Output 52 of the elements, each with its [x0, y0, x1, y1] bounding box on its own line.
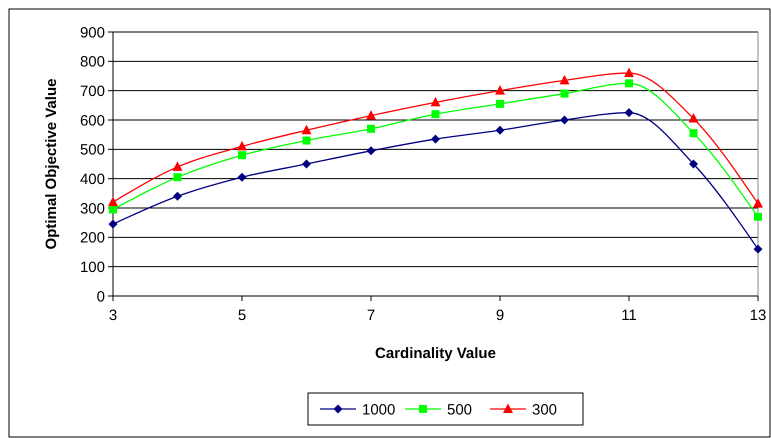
y-tick-label: 800: [80, 54, 105, 71]
point: [238, 151, 246, 160]
y-tick-label: 600: [80, 112, 105, 130]
point: [689, 160, 698, 168]
point: [302, 124, 312, 134]
point: [496, 100, 504, 108]
point: [754, 244, 762, 254]
y-tick-label: 400: [80, 170, 105, 188]
y-axis-title: Optimal Objective Value: [43, 78, 60, 250]
point: [624, 68, 634, 78]
point: [431, 134, 440, 144]
x-tick-label: 3: [108, 307, 118, 324]
point: [367, 124, 375, 133]
legend-label: 300: [532, 401, 558, 418]
y-tick-label: 900: [80, 24, 105, 42]
point: [690, 129, 698, 138]
point: [302, 136, 310, 145]
legend-label: 500: [447, 401, 472, 418]
x-tick-label: 13: [750, 307, 766, 324]
point: [108, 220, 118, 229]
x-tick-label: 9: [496, 307, 504, 324]
y-tick-label: 0: [96, 288, 105, 306]
point: [173, 192, 182, 201]
y-tick-label: 200: [80, 230, 105, 247]
y-tick-label: 500: [80, 142, 105, 159]
point: [366, 110, 376, 120]
point: [625, 79, 633, 88]
point: [237, 140, 247, 150]
point: [496, 126, 504, 135]
point: [430, 96, 440, 106]
point: [366, 146, 376, 156]
point: [560, 116, 569, 124]
y-tick-label: 300: [80, 200, 105, 218]
point: [302, 160, 311, 168]
point: [172, 161, 182, 171]
point: [753, 198, 763, 208]
point: [432, 110, 440, 118]
point: [560, 90, 568, 98]
y-tick-label: 700: [80, 82, 105, 100]
x-tick-label: 7: [366, 307, 376, 324]
point: [754, 212, 762, 221]
x-tick-label: 5: [238, 307, 246, 324]
point: [624, 108, 634, 118]
point: [174, 173, 182, 182]
point: [560, 74, 570, 84]
y-tick-label: 100: [80, 258, 105, 276]
point: [495, 85, 505, 95]
x-tick-label: 11: [621, 307, 637, 324]
point: [688, 113, 698, 123]
x-axis-title: Cardinality Value: [375, 345, 496, 362]
point: [238, 172, 246, 182]
legend-label: 1000: [362, 401, 396, 418]
